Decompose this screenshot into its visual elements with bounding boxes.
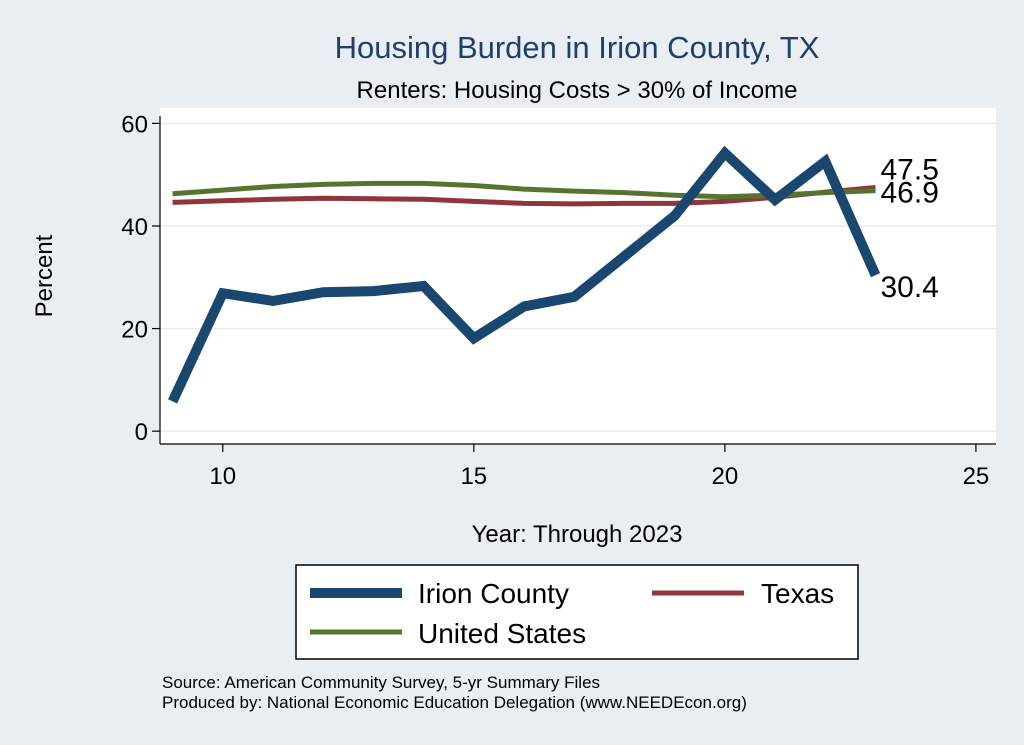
y-tick-label: 20 <box>121 317 148 344</box>
source-line: Source: American Community Survey, 5-yr … <box>162 673 600 692</box>
producer-line: Produced by: National Economic Education… <box>162 693 747 712</box>
x-tick-label: 15 <box>460 463 487 490</box>
x-tick-label: 20 <box>712 463 739 490</box>
legend-label-texas: Texas <box>761 578 834 609</box>
end-label-texas: 47.5 <box>880 154 938 187</box>
axes: 0 20 40 60 10 15 20 25 <box>121 111 996 490</box>
legend-box <box>295 564 859 660</box>
legend-label-irion-county: Irion County <box>418 578 569 609</box>
legend-label-united-states: United States <box>418 618 586 649</box>
x-tick-label: 10 <box>209 463 236 490</box>
end-label-united-states: 46.9 <box>880 177 938 210</box>
series-line-united-states <box>172 180 876 200</box>
x-axis-title: Year: Through 2023 <box>472 521 683 548</box>
plot-area <box>160 108 996 444</box>
legend: Irion County Texas United States <box>295 564 859 660</box>
y-axis-title: Percent <box>31 234 58 317</box>
series-line-texas <box>172 185 876 207</box>
y-tick-label: 0 <box>135 419 148 446</box>
y-tick-label: 40 <box>121 214 148 241</box>
end-label-irion-county: 30.4 <box>880 271 938 304</box>
series-lines <box>168 145 881 404</box>
y-tick-label: 60 <box>121 111 148 138</box>
series-line-irion-county <box>168 145 881 404</box>
chart-title: Housing Burden in Irion County, TX <box>335 30 820 65</box>
chart-subtitle: Renters: Housing Costs > 30% of Income <box>357 77 798 104</box>
end-labels: 30.4 47.546.9 <box>880 154 938 305</box>
x-tick-label: 25 <box>963 463 990 490</box>
